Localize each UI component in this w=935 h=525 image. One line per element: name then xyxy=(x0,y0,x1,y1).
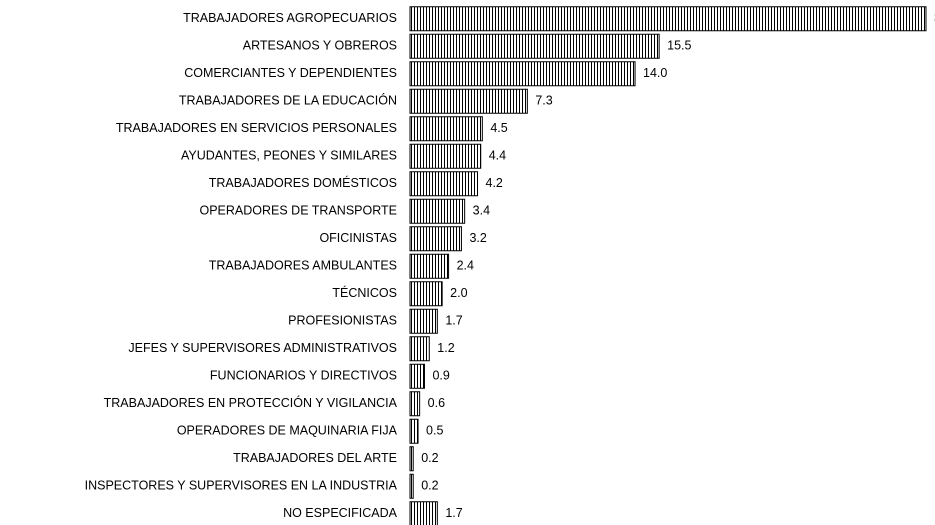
value-label: 4.2 xyxy=(486,176,503,190)
bar xyxy=(409,418,419,444)
category-label: ARTESANOS Y OBREROS xyxy=(243,39,397,53)
value-label: 2.0 xyxy=(450,286,467,300)
value-label: 3.4 xyxy=(473,204,490,218)
bar xyxy=(409,33,660,59)
category-label: TRABAJADORES DOMÉSTICOS xyxy=(209,175,397,190)
bar xyxy=(409,6,927,32)
bar xyxy=(409,501,438,525)
category-label: NO ESPECIFICADA xyxy=(283,506,398,520)
category-label: COMERCIANTES Y DEPENDIENTES xyxy=(184,66,397,80)
category-label: JEFES Y SUPERVISORES ADMINISTRATIVOS xyxy=(128,341,397,355)
value-label: 0.2 xyxy=(421,479,438,493)
category-label: TÉCNICOS xyxy=(332,285,397,300)
bar xyxy=(409,473,414,499)
category-label: TRABAJADORES DEL ARTE xyxy=(233,451,397,465)
bar xyxy=(409,88,528,114)
value-label: 3.2 xyxy=(469,231,486,245)
bar xyxy=(409,253,450,279)
bar xyxy=(409,171,479,197)
category-label: OPERADORES DE TRANSPORTE xyxy=(200,204,398,218)
bar xyxy=(409,226,462,252)
bar xyxy=(409,116,483,142)
value-label: 0.2 xyxy=(421,451,438,465)
value-label: 2.4 xyxy=(457,259,474,273)
category-label: TRABAJADORES EN PROTECCIÓN Y VIGILANCIA xyxy=(104,395,398,410)
value-label: 4.5 xyxy=(490,121,507,135)
value-label: 1.7 xyxy=(445,314,462,328)
bar xyxy=(409,363,425,389)
category-label: TRABAJADORES AGROPECUARIOS xyxy=(183,11,397,25)
bar xyxy=(409,391,421,417)
bar xyxy=(409,336,430,362)
value-label: 15.5 xyxy=(667,39,691,53)
value-label: 0.5 xyxy=(426,424,443,438)
category-label: FUNCIONARIOS Y DIRECTIVOS xyxy=(210,369,397,383)
category-label: TRABAJADORES AMBULANTES xyxy=(209,259,397,273)
bar xyxy=(409,143,482,169)
category-label: AYUDANTES, PEONES Y SIMILARES xyxy=(181,149,397,163)
value-label: 14.0 xyxy=(643,66,667,80)
category-label: OFICINISTAS xyxy=(319,231,397,245)
category-label: PROFESIONISTAS xyxy=(288,314,397,328)
bar xyxy=(409,61,636,87)
value-label: 0.9 xyxy=(432,369,449,383)
bar xyxy=(409,198,466,224)
category-label: OPERADORES DE MAQUINARIA FIJA xyxy=(177,424,398,438)
value-label: 4.4 xyxy=(489,149,506,163)
bar xyxy=(409,308,438,334)
bar xyxy=(409,446,414,472)
category-label: INSPECTORES Y SUPERVISORES EN LA INDUSTR… xyxy=(85,479,398,493)
value-label: 0.6 xyxy=(428,396,445,410)
value-label: 7.3 xyxy=(535,94,552,108)
bar xyxy=(409,281,443,307)
value-label: 1.7 xyxy=(445,506,462,520)
category-label: TRABAJADORES DE LA EDUCACIÓN xyxy=(179,93,397,108)
category-label: TRABAJADORES EN SERVICIOS PERSONALES xyxy=(116,121,397,135)
value-label: 1.2 xyxy=(437,341,454,355)
